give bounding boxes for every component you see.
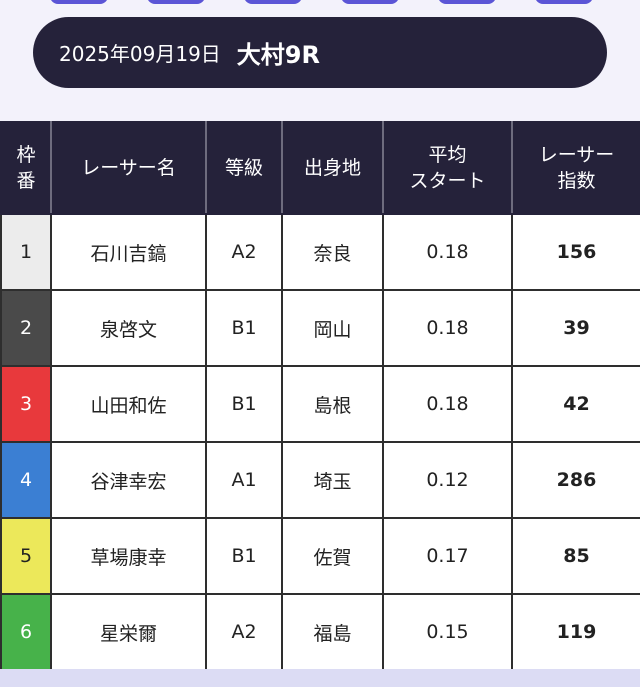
top-tab[interactable] bbox=[147, 0, 205, 4]
top-tab[interactable] bbox=[244, 0, 302, 4]
racer-avg-start: 0.18 bbox=[382, 213, 513, 291]
racer-grade: A2 bbox=[205, 213, 283, 291]
racer-grade: A1 bbox=[205, 441, 283, 519]
racer-origin: 埼玉 bbox=[281, 441, 384, 519]
racer-grade: A2 bbox=[205, 593, 283, 671]
racer-avg-start: 0.18 bbox=[382, 289, 513, 367]
racer-origin: 島根 bbox=[281, 365, 384, 443]
table-row: 1 石川吉鎬 A2 奈良 0.18 156 bbox=[0, 213, 640, 291]
waku-cell: 5 bbox=[0, 517, 52, 595]
racer-name: 谷津幸宏 bbox=[50, 441, 207, 519]
col-header-avg-start: 平均 スタート bbox=[382, 121, 513, 215]
col-header-origin: 出身地 bbox=[281, 121, 384, 215]
racer-origin: 岡山 bbox=[281, 289, 384, 367]
col-header-name: レーサー名 bbox=[50, 121, 207, 215]
racer-name: 山田和佐 bbox=[50, 365, 207, 443]
table-header-row: 枠 番 レーサー名 等級 出身地 平均 スタート レーサー 指数 bbox=[0, 121, 640, 215]
table-row: 3 山田和佐 B1 島根 0.18 42 bbox=[0, 365, 640, 443]
racer-grade: B1 bbox=[205, 517, 283, 595]
racer-index: 85 bbox=[511, 517, 640, 595]
table-row: 4 谷津幸宏 A1 埼玉 0.12 286 bbox=[0, 441, 640, 519]
racer-name: 草場康幸 bbox=[50, 517, 207, 595]
racer-name: 星栄爾 bbox=[50, 593, 207, 671]
racer-index: 42 bbox=[511, 365, 640, 443]
bottom-strip bbox=[0, 669, 640, 687]
racer-origin: 奈良 bbox=[281, 213, 384, 291]
racer-origin: 福島 bbox=[281, 593, 384, 671]
waku-cell: 1 bbox=[0, 213, 52, 291]
racer-name: 石川吉鎬 bbox=[50, 213, 207, 291]
waku-cell: 3 bbox=[0, 365, 52, 443]
race-header: 2025年09月19日 大村9R bbox=[33, 17, 607, 88]
racer-avg-start: 0.18 bbox=[382, 365, 513, 443]
race-title: 大村9R bbox=[236, 41, 320, 69]
col-header-index: レーサー 指数 bbox=[511, 121, 640, 215]
racer-grade: B1 bbox=[205, 365, 283, 443]
race-date: 2025年09月19日 bbox=[59, 42, 221, 66]
top-tab[interactable] bbox=[341, 0, 399, 4]
waku-cell: 6 bbox=[0, 593, 52, 671]
col-header-waku: 枠 番 bbox=[0, 121, 52, 215]
top-tab[interactable] bbox=[50, 0, 108, 4]
racer-name: 泉啓文 bbox=[50, 289, 207, 367]
racer-table: 枠 番 レーサー名 等級 出身地 平均 スタート レーサー 指数 1 石川吉鎬 … bbox=[0, 121, 640, 671]
top-tab[interactable] bbox=[535, 0, 593, 4]
table-row: 5 草場康幸 B1 佐賀 0.17 85 bbox=[0, 517, 640, 595]
racer-index: 156 bbox=[511, 213, 640, 291]
racer-index: 119 bbox=[511, 593, 640, 671]
racer-index: 39 bbox=[511, 289, 640, 367]
racer-avg-start: 0.12 bbox=[382, 441, 513, 519]
waku-cell: 4 bbox=[0, 441, 52, 519]
col-header-grade: 等級 bbox=[205, 121, 283, 215]
racer-index: 286 bbox=[511, 441, 640, 519]
racer-avg-start: 0.15 bbox=[382, 593, 513, 671]
racer-grade: B1 bbox=[205, 289, 283, 367]
top-tab-strip bbox=[0, 0, 640, 8]
top-tab[interactable] bbox=[438, 0, 496, 4]
racer-origin: 佐賀 bbox=[281, 517, 384, 595]
waku-cell: 2 bbox=[0, 289, 52, 367]
racer-avg-start: 0.17 bbox=[382, 517, 513, 595]
table-row: 6 星栄爾 A2 福島 0.15 119 bbox=[0, 593, 640, 671]
table-row: 2 泉啓文 B1 岡山 0.18 39 bbox=[0, 289, 640, 367]
